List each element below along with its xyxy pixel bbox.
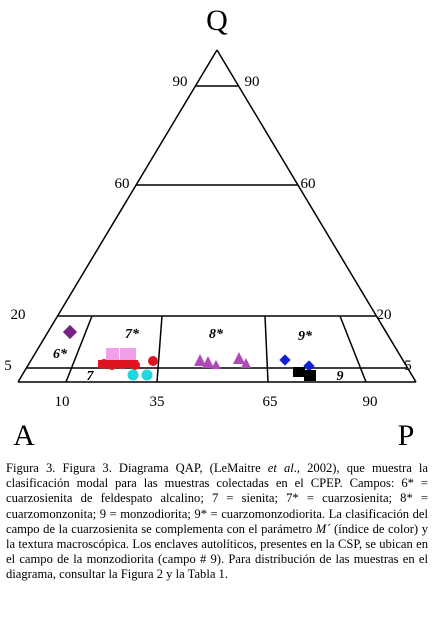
tick-label: 60 xyxy=(301,176,316,192)
sample-marker xyxy=(148,356,158,366)
tick-label: 35 xyxy=(150,394,165,410)
tick-label: 60 xyxy=(115,176,130,192)
vertex-label: P xyxy=(398,419,415,452)
tick-label: 5 xyxy=(4,358,12,374)
tick-label: 5 xyxy=(404,358,412,374)
tick-label: 90 xyxy=(173,74,188,90)
tick-label: 20 xyxy=(11,307,26,323)
divider xyxy=(65,315,93,383)
sample-marker xyxy=(141,369,153,381)
qap-diagram: Q A P 90 60 20 5 90 60 20 5 10 35 65 90 … xyxy=(4,4,417,452)
sample-marker xyxy=(127,369,139,381)
divider xyxy=(264,315,269,383)
field-label: 9* xyxy=(298,329,313,344)
sample-marker xyxy=(194,354,206,366)
caption-text: ., 2002), que muestra la clasificación m… xyxy=(6,461,428,536)
sample-marker xyxy=(293,367,305,377)
sample-marker xyxy=(62,324,78,340)
sample-marker xyxy=(279,354,291,366)
sample-marker xyxy=(120,348,136,360)
divider xyxy=(339,315,367,383)
sample-marker xyxy=(241,358,251,368)
tick-label: 65 xyxy=(263,394,278,410)
caption-text: M´ xyxy=(315,521,331,536)
field-label: 9 xyxy=(337,369,344,384)
samples xyxy=(62,324,316,381)
sample-marker xyxy=(202,356,214,368)
right-edge xyxy=(216,49,417,383)
tick-label: 90 xyxy=(363,394,378,410)
sample-marker xyxy=(304,370,316,381)
left-edge xyxy=(17,49,218,383)
field-label: 6* xyxy=(53,347,68,362)
sample-marker xyxy=(98,360,138,368)
field-label: 8* xyxy=(209,327,224,342)
caption-text: Figura 3. Figura 3. Diagrama QAP, (LeMai… xyxy=(6,461,268,475)
figure-caption: Figura 3. Figura 3. Diagrama QAP, (LeMai… xyxy=(6,461,428,583)
sample-marker xyxy=(303,360,315,372)
vertex-label: Q xyxy=(206,4,228,37)
tick-label: 90 xyxy=(245,74,260,90)
field-label: 7* xyxy=(125,327,140,342)
sample-marker xyxy=(106,348,119,360)
sample-marker xyxy=(211,360,221,369)
caption-text: (índice de color) y la textura macroscóp… xyxy=(6,521,428,582)
sample-marker xyxy=(233,352,245,364)
caption-text: et al xyxy=(267,461,294,475)
tick-label: 20 xyxy=(377,307,392,323)
tick-label: 10 xyxy=(55,394,70,410)
vertex-label: A xyxy=(13,419,35,452)
divider xyxy=(156,315,163,383)
frame xyxy=(17,49,417,383)
field-label: 7 xyxy=(87,369,95,384)
